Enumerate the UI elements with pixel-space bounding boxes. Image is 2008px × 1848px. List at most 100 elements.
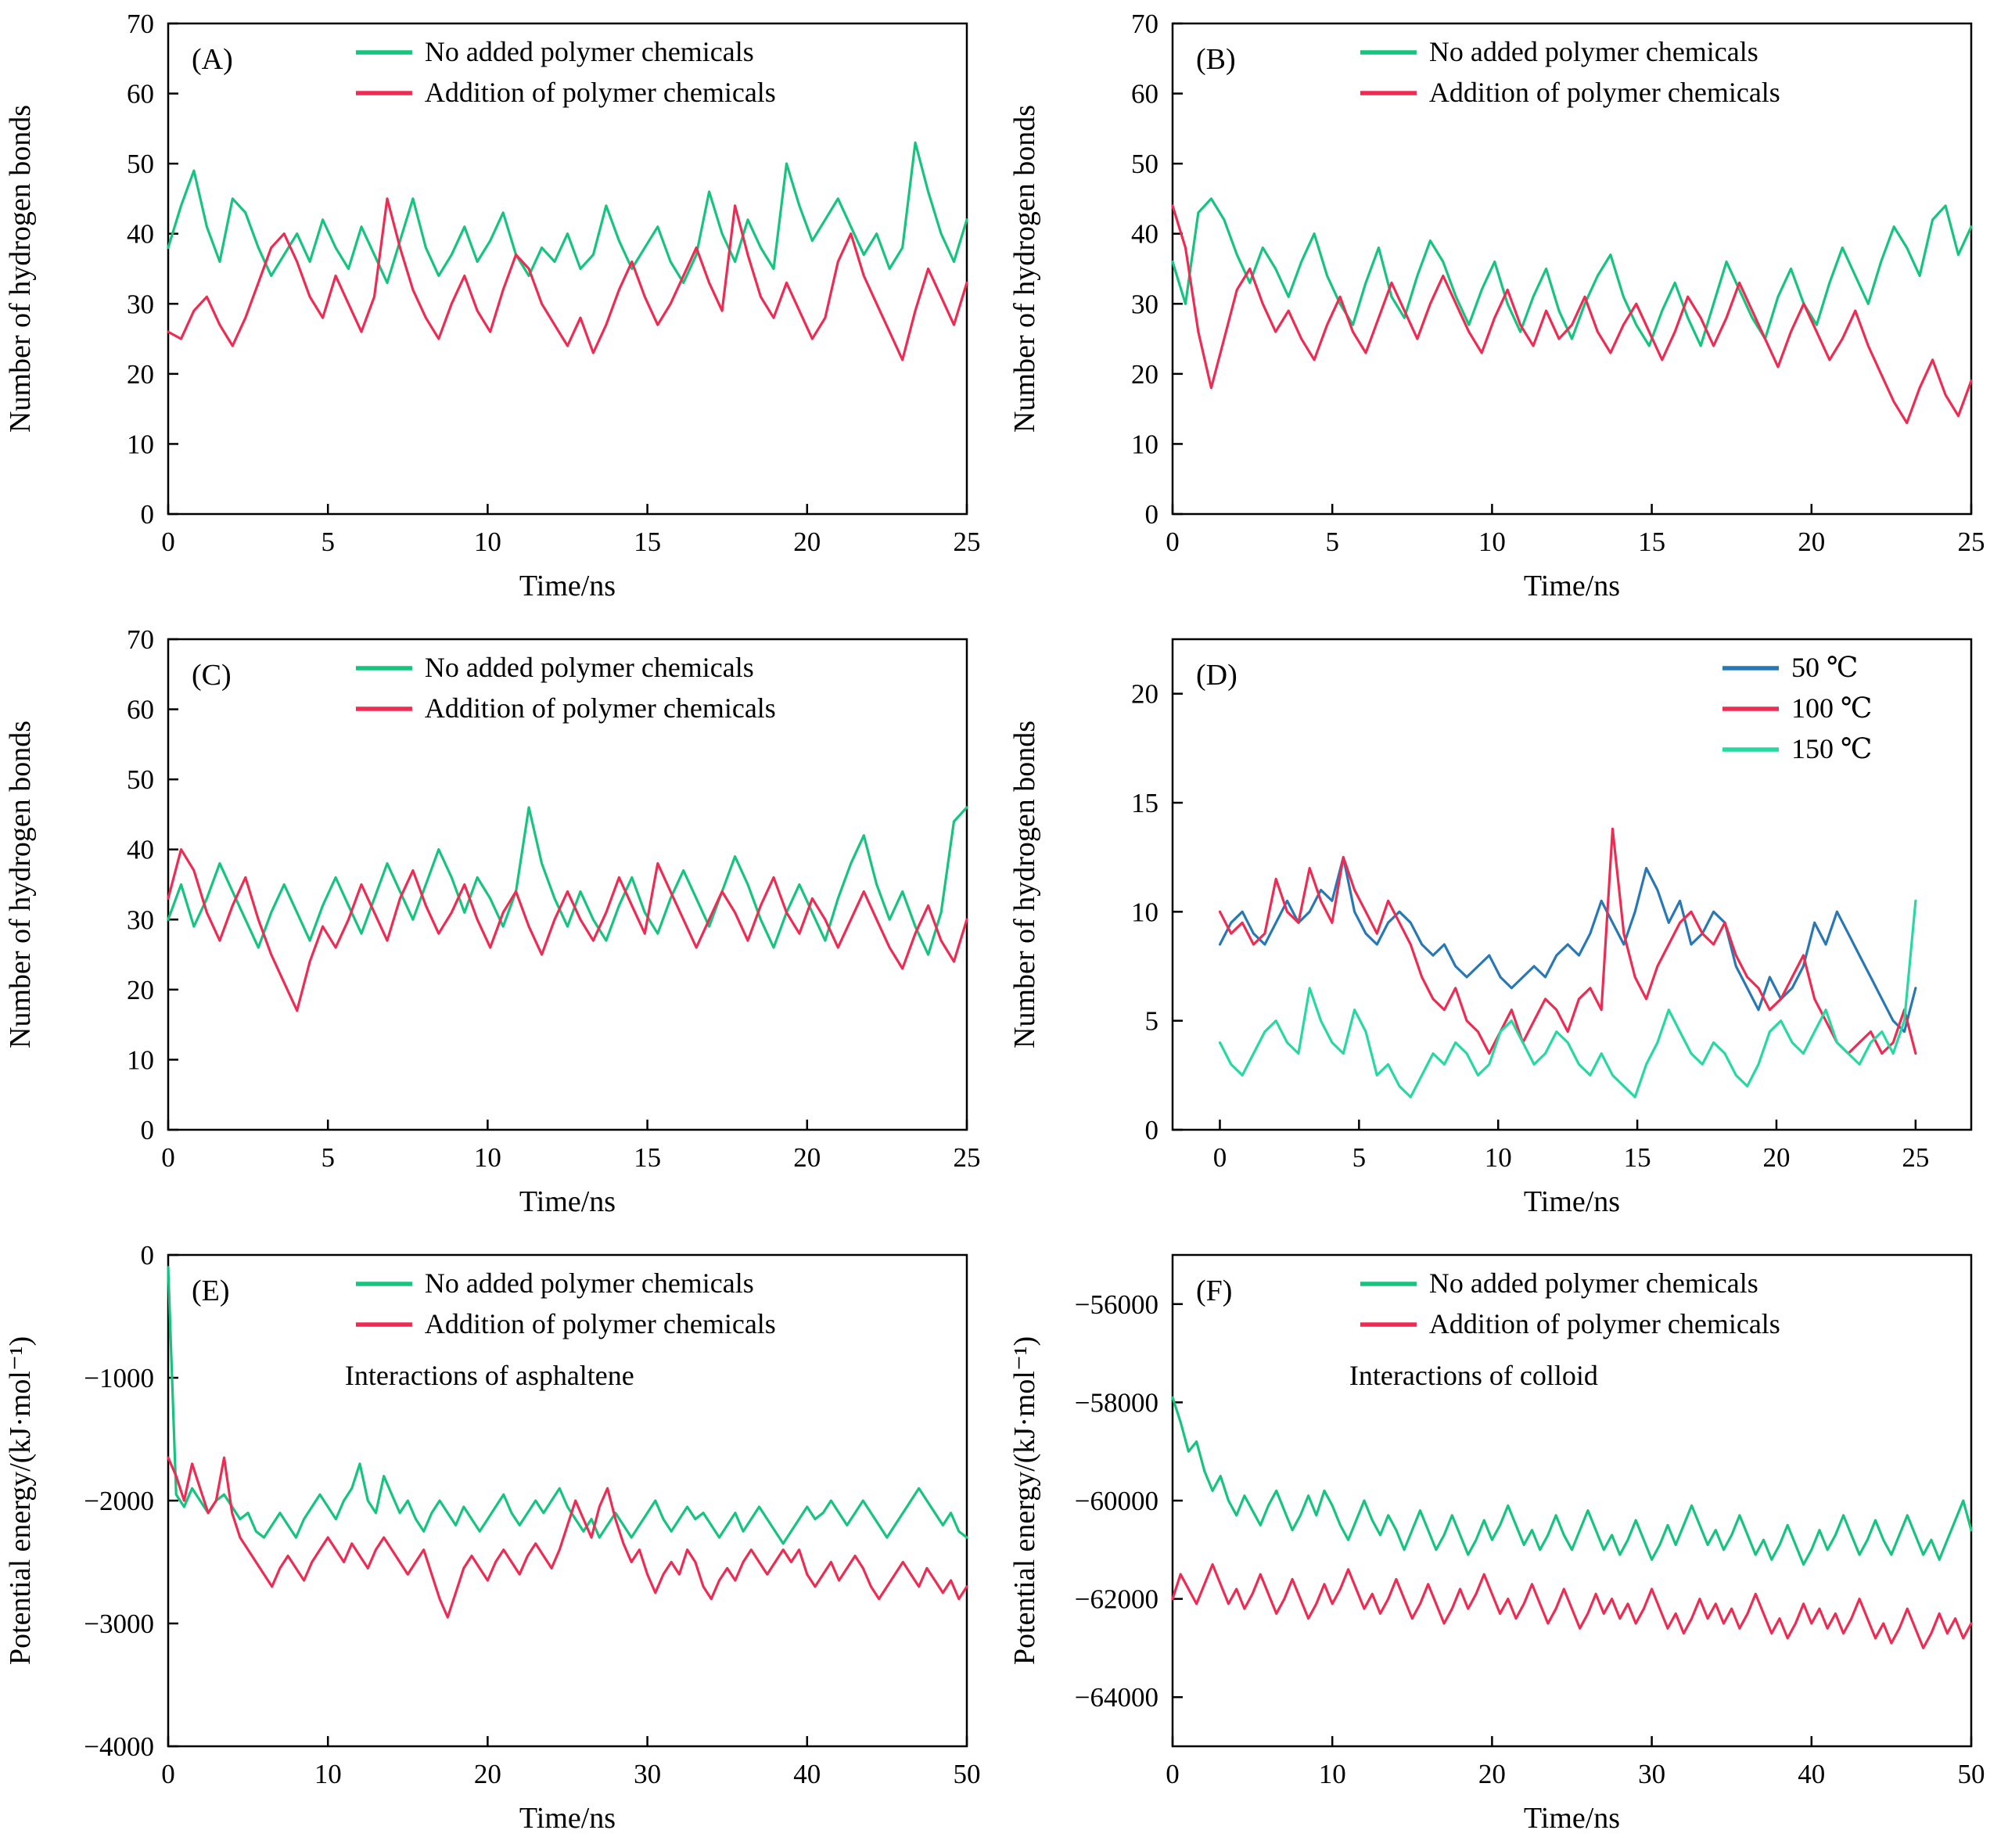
y-tick-label: 70 [1131, 9, 1158, 39]
x-tick-label: 0 [1166, 1759, 1180, 1789]
chart-annotation: Interactions of colloid [1349, 1360, 1597, 1391]
y-tick-label: 30 [1131, 289, 1158, 319]
series-line-1 [1218, 856, 1917, 1034]
y-tick-label: 0 [141, 1240, 155, 1271]
x-tick-label: 0 [161, 527, 175, 557]
series-line-1 [1170, 197, 1973, 347]
y-axis-title: Number of hydrogen bonds [1008, 105, 1041, 433]
legend-label: No added polymer chemicals [1428, 36, 1758, 67]
y-tick-label: 0 [141, 1115, 155, 1145]
y-tick-label: −1000 [84, 1363, 154, 1393]
x-tick-label: 20 [793, 1142, 821, 1173]
x-tick-label: 5 [1325, 527, 1339, 557]
x-tick-label: 0 [1166, 527, 1180, 557]
y-tick-label: 30 [127, 289, 154, 319]
x-tick-label: 15 [634, 527, 661, 557]
y-tick-label: −60000 [1074, 1486, 1158, 1516]
x-tick-label: 50 [954, 1759, 981, 1789]
chart-canvas: 0 5 10 15 20 25 0 10 20 30 40 50 60 70 Time/ns Number o… [4, 9, 981, 602]
y-tick-label: 50 [127, 764, 154, 795]
y-tick-label: 0 [1144, 499, 1158, 530]
x-tick-label: 15 [1638, 527, 1665, 557]
y-tick-label: −4000 [84, 1731, 154, 1762]
panel-label: (A) [192, 43, 233, 76]
series-line-2 [167, 848, 968, 1012]
x-tick-label: 25 [954, 527, 981, 557]
y-tick-label: 30 [127, 904, 154, 935]
y-tick-label: −2000 [84, 1486, 154, 1516]
y-tick-label: 10 [1131, 897, 1158, 927]
panel-d-hydrogen-bonds-temperature-chart: 0 5 10 15 20 25 0 5 10 15 20 Time/ns Number of hydro… [1004, 616, 2008, 1231]
x-axis-title: Time/ns [1523, 570, 1619, 602]
x-tick-label: 20 [793, 527, 821, 557]
x-axis-title: Time/ns [519, 570, 616, 602]
x-tick-label: 30 [634, 1759, 661, 1789]
y-tick-label: −58000 [1074, 1387, 1158, 1418]
x-axis-title: Time/ns [519, 1802, 616, 1835]
x-tick-label: 20 [1762, 1142, 1790, 1173]
series-line-1 [167, 141, 968, 284]
x-tick-label: 5 [321, 527, 335, 557]
y-axis-title: Number of hydrogen bonds [1008, 721, 1041, 1048]
y-tick-label: −56000 [1074, 1289, 1158, 1320]
legend-label: Addition of polymer chemicals [425, 1308, 776, 1339]
panel-label: (E) [192, 1275, 230, 1307]
y-tick-label: 60 [1131, 79, 1158, 110]
y-tick-label: −3000 [84, 1609, 154, 1639]
series-line-2 [167, 1456, 968, 1619]
plot-frame [167, 638, 968, 1131]
x-tick-label: 20 [1478, 1759, 1505, 1789]
y-axis-title: Potential energy/(kJ·mol⁻¹) [1008, 1336, 1041, 1665]
series-line-2 [167, 197, 968, 361]
x-axis-title: Time/ns [1523, 1185, 1619, 1218]
x-tick-label: 10 [1318, 1759, 1345, 1789]
chart-canvas: 0 10 20 30 40 50 −56000 −58000 −60000 −62000 −6400… [1008, 1253, 1985, 1835]
series-line-1 [167, 806, 968, 956]
y-tick-label: 70 [127, 9, 154, 39]
legend-label: No added polymer chemicals [1428, 1267, 1758, 1299]
panel-label: (F) [1196, 1275, 1232, 1307]
legend-label: No added polymer chemicals [425, 652, 754, 683]
x-tick-label: 40 [793, 1759, 821, 1789]
x-tick-label: 10 [474, 527, 501, 557]
y-tick-label: 10 [127, 429, 154, 459]
x-axis-title: Time/ns [519, 1185, 616, 1218]
x-tick-label: 0 [1212, 1142, 1227, 1173]
y-tick-label: 70 [127, 624, 154, 655]
x-tick-label: 15 [1623, 1142, 1651, 1173]
x-tick-label: 25 [1957, 527, 1985, 557]
y-tick-label: −64000 [1074, 1682, 1158, 1713]
y-tick-label: 10 [127, 1044, 154, 1075]
x-tick-label: 10 [1484, 1142, 1511, 1173]
legend-label: No added polymer chemicals [425, 1267, 754, 1299]
panel-label: (B) [1196, 43, 1236, 76]
panel-f-potential-energy-colloid-chart: 0 10 20 30 40 50 −56000 −58000 −60000 −62000 −6400… [1004, 1231, 2008, 1848]
y-tick-label: 40 [1131, 219, 1158, 250]
y-tick-label: 20 [1131, 359, 1158, 390]
chart-canvas: 0 5 10 15 20 25 0 10 20 30 40 50 60 70 Time/ns Number o… [4, 624, 981, 1218]
series-line-1 [1170, 1396, 1973, 1566]
panel-a-hydrogen-bonds-chart: 0 5 10 15 20 25 0 10 20 30 40 50 60 70 Time/ns Number o… [0, 0, 1004, 616]
x-tick-label: 0 [161, 1142, 175, 1173]
y-tick-label: 5 [1144, 1006, 1158, 1037]
chart-annotation: Interactions of asphaltene [345, 1360, 634, 1391]
series-line-3 [1218, 899, 1917, 1098]
legend-label: Addition of polymer chemicals [1428, 1308, 1780, 1339]
x-tick-label: 20 [1798, 527, 1825, 557]
x-tick-label: 25 [1902, 1142, 1929, 1173]
x-tick-label: 40 [1798, 1759, 1825, 1789]
y-tick-label: 20 [127, 975, 154, 1005]
legend-label: Addition of polymer chemicals [425, 77, 776, 108]
series-line-1 [167, 1266, 968, 1545]
legend-label: 100 ℃ [1791, 692, 1872, 724]
series-line-2 [1218, 827, 1917, 1055]
legend-label: 150 ℃ [1791, 733, 1872, 764]
legend-label: Addition of polymer chemicals [1428, 77, 1780, 108]
series-line-2 [1170, 1563, 1973, 1650]
y-axis-title: Potential energy/(kJ·mol⁻¹) [4, 1336, 37, 1665]
x-axis-title: Time/ns [1523, 1802, 1619, 1835]
chart-canvas: 0 5 10 15 20 25 0 10 20 30 40 50 60 70 Time/ns Number o… [1008, 9, 1985, 602]
series-line-2 [1170, 204, 1973, 425]
x-tick-label: 5 [321, 1142, 335, 1173]
x-tick-label: 50 [1957, 1759, 1985, 1789]
